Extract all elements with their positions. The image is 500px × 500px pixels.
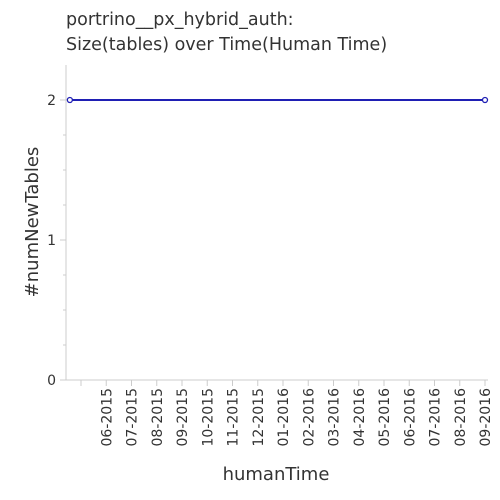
series-layer	[66, 96, 489, 104]
data-point	[481, 96, 489, 104]
data-point	[66, 96, 74, 104]
y-tick-label: 0	[47, 373, 56, 389]
x-tick-label: 04-2016	[352, 388, 368, 447]
x-tick-label: 10-2015	[200, 388, 216, 447]
y-ticks: 0 1 2	[47, 93, 66, 389]
chart-title-line-1: portrino__px_hybrid_auth:	[66, 10, 294, 30]
x-tick-label: 08-2015	[150, 388, 166, 447]
x-tick-label: 11-2015	[226, 388, 242, 447]
x-tick-label: 05-2016	[377, 388, 393, 447]
y-axis-title: #numNewTables	[22, 147, 43, 298]
x-ticks: 06-2015 07-2015 08-2015 09-2015 10-2015 11-20…	[80, 380, 494, 447]
y-minor-ticks	[63, 134, 66, 346]
x-tick-label: 12-2015	[251, 388, 267, 447]
chart-title-line-2: Size(tables) over Time(Human Time)	[66, 35, 387, 55]
x-tick-label: 02-2016	[301, 388, 317, 447]
x-tick-label: 09-2016	[478, 388, 494, 447]
x-axis-title: humanTime	[223, 464, 330, 485]
x-tick-label: 06-2016	[402, 388, 418, 447]
x-tick-label: 03-2016	[327, 388, 343, 447]
y-tick-label: 2	[47, 93, 56, 109]
x-tick-label: 01-2016	[276, 388, 292, 447]
chart-title: portrino__px_hybrid_auth: Size(tables) o…	[66, 10, 387, 55]
y-tick-label: 1	[47, 233, 56, 249]
x-tick-label: 09-2015	[175, 388, 191, 447]
x-tick-label: 07-2016	[428, 388, 444, 447]
x-tick-label: 06-2015	[99, 388, 115, 447]
x-tick-label: 08-2016	[453, 388, 469, 447]
x-tick-label: 07-2015	[125, 388, 141, 447]
